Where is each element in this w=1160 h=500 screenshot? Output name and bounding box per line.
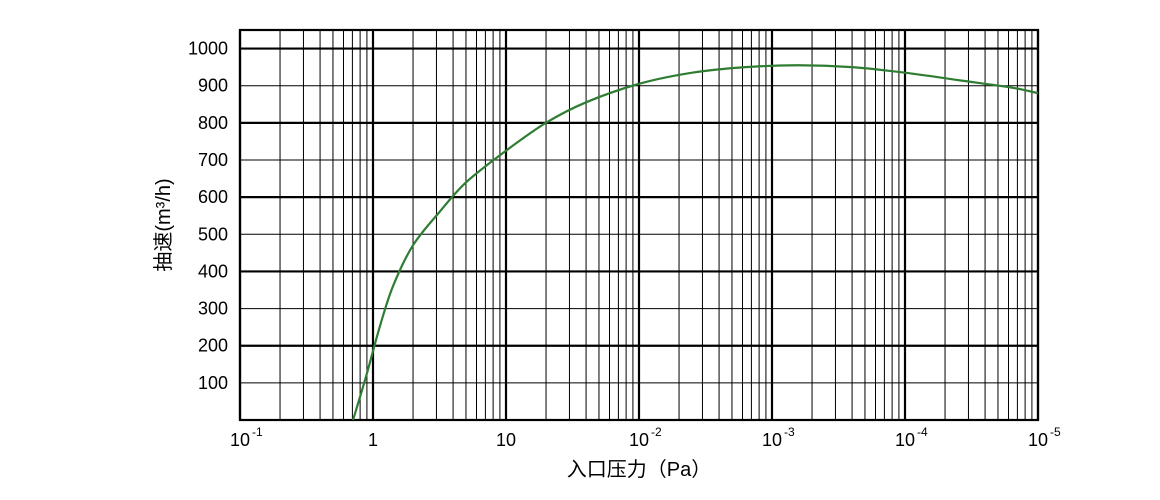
x-tick-label: 1: [368, 430, 378, 450]
y-tick-label: 200: [198, 336, 228, 356]
y-tick-label: 1000: [188, 39, 228, 59]
y-tick-label: 800: [198, 113, 228, 133]
chart-svg: 100200300400500600700800900100010-111010…: [0, 0, 1160, 500]
y-tick-label: 600: [198, 187, 228, 207]
x-tick-sup: -1: [252, 425, 263, 439]
x-tick-label: 10: [1028, 430, 1048, 450]
x-tick-sup: -2: [651, 425, 662, 439]
y-axis-label: 抽速(m³/h): [152, 178, 175, 271]
pumping-speed-chart: 100200300400500600700800900100010-111010…: [0, 0, 1160, 500]
y-tick-label: 100: [198, 373, 228, 393]
y-tick-label: 900: [198, 76, 228, 96]
x-tick-label: 10: [230, 430, 250, 450]
x-tick-label: 10: [496, 430, 516, 450]
y-tick-label: 400: [198, 261, 228, 281]
y-tick-label: 700: [198, 150, 228, 170]
x-tick-label: 10: [762, 430, 782, 450]
x-tick-sup: -5: [1050, 425, 1061, 439]
x-tick-label: 10: [895, 430, 915, 450]
y-tick-label: 300: [198, 299, 228, 319]
x-tick-sup: -3: [784, 425, 795, 439]
x-axis-label: 入口压力（Pa）: [567, 458, 711, 481]
x-tick-sup: -4: [917, 425, 928, 439]
y-tick-label: 500: [198, 224, 228, 244]
x-tick-label: 10: [629, 430, 649, 450]
